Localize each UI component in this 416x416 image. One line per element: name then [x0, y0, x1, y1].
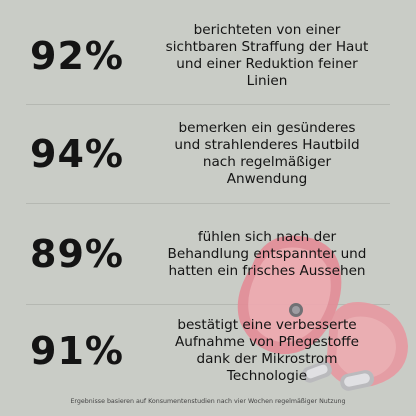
divider	[26, 304, 390, 305]
footnote: Ergebnisse basieren auf Konsumentenstudi…	[70, 398, 346, 405]
stat-row: 94% bemerken ein gesünderes und strahlen…	[18, 108, 398, 200]
stat-description: bestätigt eine verbesserte Aufnahme von …	[174, 317, 360, 384]
divider	[26, 104, 390, 105]
stat-row: 92% berichteten von einer sichtbaren Str…	[18, 8, 398, 104]
stat-percentage: 94%	[30, 132, 124, 176]
stat-row: 91% bestätigt eine verbesserte Aufnahme …	[18, 306, 398, 396]
microcurrent-device-icon	[237, 235, 408, 391]
stat-description: bemerken ein gesünderes und strahlendere…	[174, 120, 360, 187]
stat-percentage: 91%	[30, 329, 124, 373]
stat-description: berichteten von einer sichtbaren Straffu…	[165, 22, 369, 89]
stat-row: 89% fühlen sich nach der Behandlung ents…	[18, 210, 398, 298]
stat-description: fühlen sich nach der Behandlung entspann…	[167, 228, 367, 279]
stat-percentage: 92%	[30, 34, 124, 78]
divider	[26, 203, 390, 204]
stat-percentage: 89%	[30, 232, 124, 276]
